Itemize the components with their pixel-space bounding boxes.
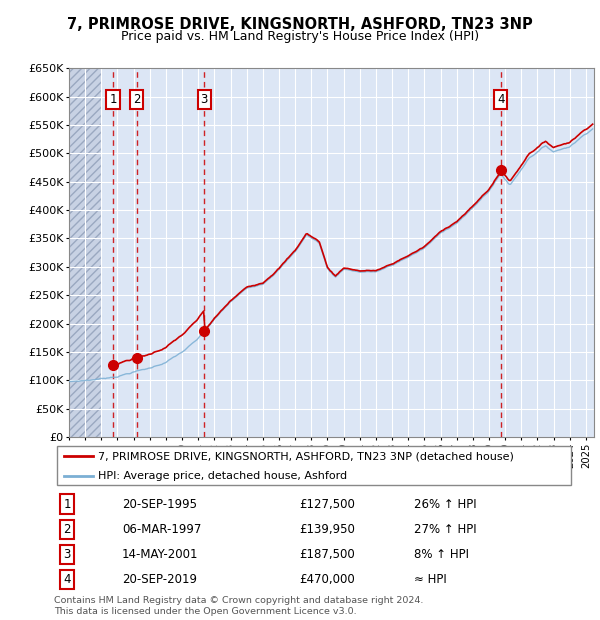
Text: 1: 1 <box>64 498 71 511</box>
Text: 7, PRIMROSE DRIVE, KINGSNORTH, ASHFORD, TN23 3NP: 7, PRIMROSE DRIVE, KINGSNORTH, ASHFORD, … <box>67 17 533 32</box>
Text: 20-SEP-1995: 20-SEP-1995 <box>122 498 197 511</box>
Text: 8% ↑ HPI: 8% ↑ HPI <box>414 548 469 561</box>
Text: 14-MAY-2001: 14-MAY-2001 <box>122 548 199 561</box>
Text: 2: 2 <box>64 523 71 536</box>
Text: £470,000: £470,000 <box>299 573 355 586</box>
Text: ≈ HPI: ≈ HPI <box>414 573 447 586</box>
Text: 27% ↑ HPI: 27% ↑ HPI <box>414 523 477 536</box>
Text: 06-MAR-1997: 06-MAR-1997 <box>122 523 201 536</box>
Text: £139,950: £139,950 <box>299 523 355 536</box>
Text: £127,500: £127,500 <box>299 498 355 511</box>
Text: 2: 2 <box>133 93 140 106</box>
Text: 7, PRIMROSE DRIVE, KINGSNORTH, ASHFORD, TN23 3NP (detached house): 7, PRIMROSE DRIVE, KINGSNORTH, ASHFORD, … <box>98 451 514 461</box>
FancyBboxPatch shape <box>56 446 571 485</box>
Text: HPI: Average price, detached house, Ashford: HPI: Average price, detached house, Ashf… <box>98 471 347 481</box>
Text: 20-SEP-2019: 20-SEP-2019 <box>122 573 197 586</box>
Text: Contains HM Land Registry data © Crown copyright and database right 2024.
This d: Contains HM Land Registry data © Crown c… <box>54 596 424 616</box>
Text: 3: 3 <box>200 93 208 106</box>
Text: 3: 3 <box>64 548 71 561</box>
Text: 4: 4 <box>497 93 505 106</box>
Text: 26% ↑ HPI: 26% ↑ HPI <box>414 498 477 511</box>
Text: 4: 4 <box>64 573 71 586</box>
Text: £187,500: £187,500 <box>299 548 355 561</box>
Bar <box>69 68 101 437</box>
Text: Price paid vs. HM Land Registry's House Price Index (HPI): Price paid vs. HM Land Registry's House … <box>121 30 479 43</box>
Text: 1: 1 <box>109 93 116 106</box>
